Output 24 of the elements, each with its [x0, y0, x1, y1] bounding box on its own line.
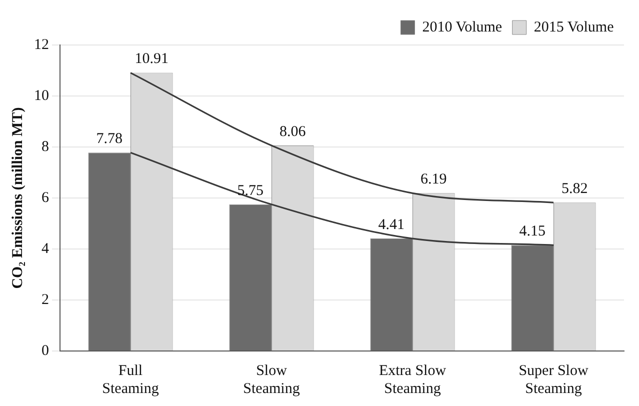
line-series: [130, 72, 554, 204]
y-axis-title: CO₂ Emissions (million MT): [10, 107, 26, 289]
x-tick-label: Super Slow Steaming: [518, 362, 588, 397]
y-tick-label: 0: [42, 342, 49, 359]
data-label: 5.75: [237, 182, 264, 199]
y-tick-label: 12: [34, 36, 49, 53]
data-label: 4.15: [519, 224, 546, 240]
legend-label: 2010 Volume: [422, 19, 502, 36]
data-label: 5.82: [562, 181, 588, 198]
y-tick-label: 8: [42, 138, 49, 155]
data-label: 10.91: [134, 51, 169, 68]
y-tick-label: 6: [42, 190, 50, 206]
y-tick-label: 2: [42, 292, 49, 308]
y-tick-label: 4: [42, 240, 50, 257]
data-label: 4.41: [378, 216, 404, 233]
data-label: 6.19: [420, 172, 447, 188]
x-tick-label: Full Steaming: [102, 362, 160, 397]
x-tick-label: Extra Slow Steaming: [378, 362, 446, 397]
line-series: [130, 152, 554, 246]
legend-label: 2015 Volume: [534, 19, 614, 36]
x-tick-label: Slow Steaming: [243, 362, 300, 397]
data-label: 8.06: [280, 124, 306, 140]
data-label: 7.78: [96, 131, 122, 148]
y-tick-label: 10: [34, 88, 49, 104]
